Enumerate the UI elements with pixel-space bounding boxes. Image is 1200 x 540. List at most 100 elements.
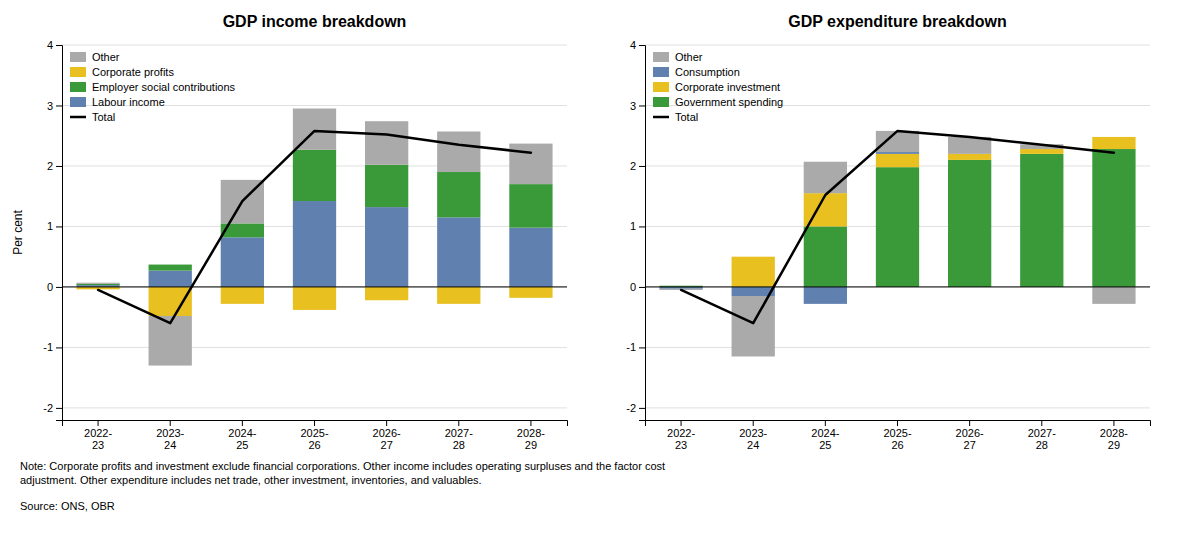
tick-label: 2027-28	[445, 427, 473, 451]
tick: 2	[630, 160, 645, 172]
bar	[732, 257, 775, 287]
plot-area	[645, 131, 1150, 357]
bar	[221, 237, 264, 287]
legend-label: Employer social contributions	[92, 81, 236, 93]
bar	[509, 287, 552, 298]
tick-mark	[639, 105, 645, 106]
tick-label: 2026-27	[373, 427, 401, 451]
tick: 0	[630, 281, 645, 293]
legend-item: Total	[70, 111, 115, 123]
tick-label: 2024-25	[811, 427, 839, 451]
tick-mark	[314, 420, 315, 426]
bar	[365, 121, 408, 165]
grid-line	[645, 347, 1150, 348]
legend-item: Other	[653, 51, 703, 63]
tick-label: 2023-24	[739, 427, 767, 451]
tick: 2024-25	[811, 420, 839, 451]
bar	[76, 284, 119, 285]
legend: OtherConsumptionCorporate investmentGove…	[653, 51, 783, 123]
tick: 2026-27	[956, 420, 984, 451]
bar-series	[76, 201, 552, 287]
bar	[876, 152, 919, 154]
axis-line	[639, 46, 646, 421]
legend-swatch	[653, 82, 669, 92]
legend-swatch	[70, 97, 86, 107]
tick-mark	[458, 420, 459, 426]
legend-swatch	[70, 116, 86, 119]
tick-label: 0	[630, 281, 636, 293]
tick-mark	[1113, 420, 1114, 426]
tick-label: -2	[43, 402, 53, 414]
grid-line	[645, 407, 1150, 408]
tick-label: 3	[630, 100, 636, 112]
legend-label: Total	[675, 111, 698, 123]
legend-swatch	[653, 116, 669, 119]
tick-label: 2027-28	[1028, 427, 1056, 451]
bar-series	[732, 137, 1136, 287]
bar-series	[76, 109, 552, 366]
tick-label: -1	[626, 341, 636, 353]
tick-mark	[386, 420, 387, 426]
tick: 4	[630, 39, 645, 51]
tick-mark	[897, 420, 898, 426]
tick-mark	[825, 420, 826, 426]
tick-mark	[170, 420, 171, 426]
grid-line	[645, 286, 1150, 287]
bar	[876, 131, 919, 152]
tick-mark	[98, 420, 99, 426]
legend-item: Government spending	[653, 96, 783, 108]
tick-label: 2024-25	[228, 427, 256, 451]
tick-mark	[681, 420, 682, 426]
tick: 1	[47, 220, 62, 232]
legend-item: Employer social contributions	[70, 81, 236, 93]
bar	[1092, 287, 1135, 304]
tick-label: 2025-26	[883, 427, 911, 451]
panel: -2-1012342022-232023-242024-252025-26202…	[11, 13, 568, 451]
bar	[149, 287, 192, 316]
grid	[62, 45, 567, 408]
tick-mark	[639, 45, 645, 46]
tick-mark	[639, 226, 645, 227]
tick: 2023-24	[739, 420, 767, 451]
bar	[948, 154, 991, 160]
legend-swatch	[70, 82, 86, 92]
bar	[732, 296, 775, 356]
x-axis: 2022-232023-242024-252025-262026-272027-…	[63, 420, 568, 451]
tick-label: 2025-26	[300, 427, 328, 451]
legend-label: Other	[675, 51, 703, 63]
legend-label: Government spending	[675, 96, 783, 108]
bar	[437, 131, 480, 172]
tick: 3	[47, 100, 62, 112]
axis-line	[646, 421, 1151, 427]
bar-series	[659, 131, 1135, 357]
bar-series	[659, 149, 1135, 287]
bar	[509, 228, 552, 287]
tick: 2027-28	[445, 420, 473, 451]
tick: 2022-23	[667, 420, 695, 451]
tick: 2024-25	[228, 420, 256, 451]
axis-line	[56, 46, 63, 421]
bar	[293, 150, 336, 201]
bar	[804, 287, 847, 304]
tick: 0	[47, 281, 62, 293]
grid	[645, 45, 1150, 408]
tick-mark	[56, 166, 62, 167]
tick: 2026-27	[373, 420, 401, 451]
legend-item: Total	[653, 111, 698, 123]
tick-label: 4	[630, 39, 636, 51]
tick: 2025-26	[300, 420, 328, 451]
legend-item: Consumption	[653, 66, 740, 78]
tick: 2028-29	[1100, 420, 1128, 451]
legend-item: Other	[70, 51, 120, 63]
axis-title: Per cent	[11, 209, 25, 254]
legend-label: Other	[92, 51, 120, 63]
tick-mark	[56, 408, 62, 409]
bar	[149, 265, 192, 271]
tick-label: 2026-27	[956, 427, 984, 451]
tick-label: 4	[47, 39, 53, 51]
bar	[876, 167, 919, 287]
tick-label: 3	[47, 100, 53, 112]
line	[681, 131, 1114, 323]
tick-label: 2022-23	[84, 427, 112, 451]
plot-area	[62, 109, 567, 366]
